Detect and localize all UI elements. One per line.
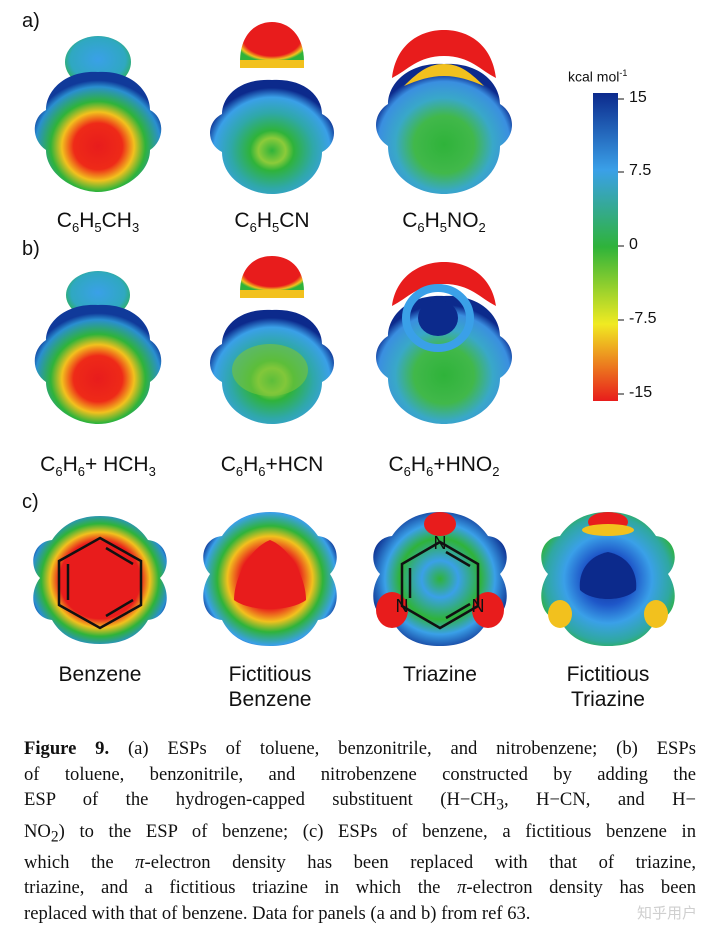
color-scale-tick: -7.5: [629, 310, 657, 327]
label-toluene-a: C6H5CH3: [56, 209, 140, 236]
panel-label-a: a): [22, 10, 40, 32]
caption-label: Figure 9.: [24, 738, 110, 759]
color-scale-bar: [593, 93, 618, 401]
label-nitrobenzene-a: C6H5NO2: [402, 209, 486, 236]
label-benzonitrile-a: C6H5CN: [234, 209, 310, 236]
caption-line: (a) ESPs of toluene, benzonitrile, and n…: [109, 738, 696, 759]
caption-line: of toluene, benzonitrile, and nitrobenze…: [24, 763, 696, 785]
caption-line: ESP of the hydrogen-capped substituent (…: [24, 789, 696, 814]
label-fictitious-benzene-c: Fictitious Benzene: [228, 663, 312, 711]
caption-line: triazine, and a fictitious triazine in w…: [24, 877, 697, 899]
esp-maps: N N N: [33, 22, 675, 646]
panel-label-c: c): [22, 491, 39, 513]
esp-nitrobenzene-b: [376, 262, 512, 424]
label-triazine-c: Triazine: [403, 663, 477, 686]
esp-benzonitrile-b: [210, 256, 334, 424]
color-scale-unit: kcal mol-1: [568, 68, 628, 85]
label-toluene-b: C6H6+ HCH3: [40, 453, 156, 480]
color-scale-tick: 15: [629, 89, 647, 106]
esp-benzene-c: [33, 516, 167, 644]
triazine-atom-n1: N: [434, 533, 447, 553]
caption-line: NO2) to the ESP of benzene; (c) ESPs of …: [24, 820, 696, 846]
esp-benzonitrile-a: [210, 22, 334, 194]
watermark: 知乎用户: [636, 905, 697, 922]
figure-caption: Figure 9. (a) ESPs of toluene, benzonitr…: [24, 736, 696, 927]
caption-line: which the π-electron density has been re…: [24, 851, 696, 873]
esp-nitrobenzene-a: [376, 30, 512, 195]
esp-toluene-b: [34, 271, 162, 424]
figure-9: N N N a) b) c) C6H5CH3 C6H5CN C6H5NO2 C6…: [22, 10, 675, 711]
triazine-atom-n2: N: [396, 596, 409, 616]
label-benzonitrile-b: C6H6+HCN: [220, 453, 324, 480]
esp-toluene-a: [34, 36, 162, 192]
esp-triazine-c: N N N: [373, 512, 507, 646]
color-scale-tick: -15: [629, 384, 653, 401]
color-scale-tick: 7.5: [629, 162, 652, 179]
esp-fictitious-benzene-c: [203, 512, 337, 646]
caption-line: replaced with that of benzene. Data for …: [24, 903, 531, 924]
color-scale-tick: 0: [629, 236, 638, 253]
esp-fictitious-triazine-c: [541, 512, 675, 646]
label-fictitious-triazine-c: Fictitious Triazine: [566, 663, 650, 711]
label-nitrobenzene-b: C6H6+HNO2: [388, 453, 500, 480]
triazine-atom-n3: N: [472, 596, 485, 616]
panel-label-b: b): [22, 238, 40, 260]
label-benzene-c: Benzene: [58, 663, 142, 686]
